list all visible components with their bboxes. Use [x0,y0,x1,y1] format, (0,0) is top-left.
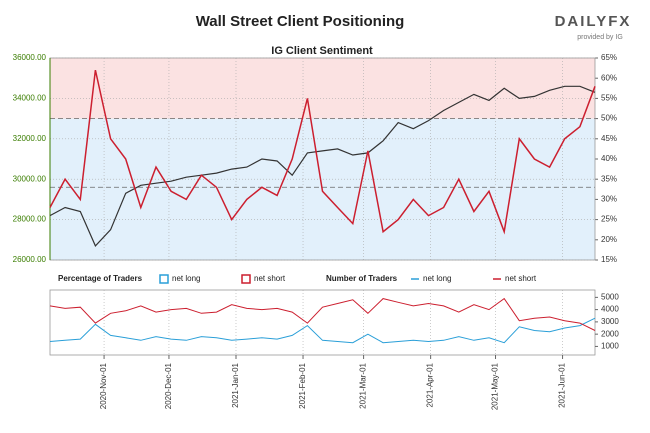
x-tick-label: 2021-May-01 [491,362,500,410]
y2-tick-label: 15% [601,255,617,264]
chart-title: Wall Street Client Positioning [196,13,405,30]
y-tick-label: 30000.00 [13,174,47,183]
y-tick-label: 1000 [601,342,619,351]
legend-swatch [159,274,169,284]
logo: DAILYFX [555,13,632,30]
y2-tick-label: 40% [601,154,617,163]
x-tick-label: 2021-Mar-01 [359,362,368,408]
panel-frame [49,289,596,356]
y-tick-label: 34000.00 [13,94,47,103]
x-tick-label: 2020-Dec-01 [164,362,173,409]
y2-tick-label: 60% [601,73,617,82]
x-tick-label: 2021-Feb-01 [298,362,307,408]
y2-tick-label: 30% [601,195,617,204]
series-line [49,85,596,247]
y2-tick-label: 65% [601,53,617,62]
chart-subtitle: IG Client Sentiment [271,45,373,57]
legend-label: net long [172,274,200,283]
y-tick-label: 5000 [601,292,619,301]
x-tick-label: 2020-Nov-01 [99,362,108,409]
y2-tick-label: 20% [601,235,617,244]
series-line [49,297,596,331]
y2-tick-label: 55% [601,94,617,103]
series-line [49,317,596,344]
y-tick-label: 28000.00 [13,215,47,224]
series-line [49,69,596,235]
legend-label: net short [505,274,537,283]
provided-by: provided by IG [577,34,623,41]
y-tick-label: 26000.00 [13,255,47,264]
y2-tick-label: 35% [601,174,617,183]
y-tick-label: 3000 [601,317,619,326]
y2-tick-label: 25% [601,215,617,224]
y-tick-label: 2000 [601,329,619,338]
y-tick-label: 36000.00 [13,53,47,62]
y-tick-label: 4000 [601,305,619,314]
legend-label: net short [254,274,286,283]
x-tick-label: 2021-Jan-01 [231,362,240,407]
legend-label: net long [423,274,451,283]
legend-title: Number of Traders [326,274,398,283]
legend-swatch [241,274,251,284]
legend-title: Percentage of Traders [58,274,143,283]
x-tick-label: 2021-Jun-01 [558,362,567,407]
y2-tick-label: 45% [601,134,617,143]
y2-tick-label: 50% [601,114,617,123]
x-tick-label: 2021-Apr-01 [426,362,435,407]
bearish-zone [50,58,595,119]
y-tick-label: 32000.00 [13,134,47,143]
